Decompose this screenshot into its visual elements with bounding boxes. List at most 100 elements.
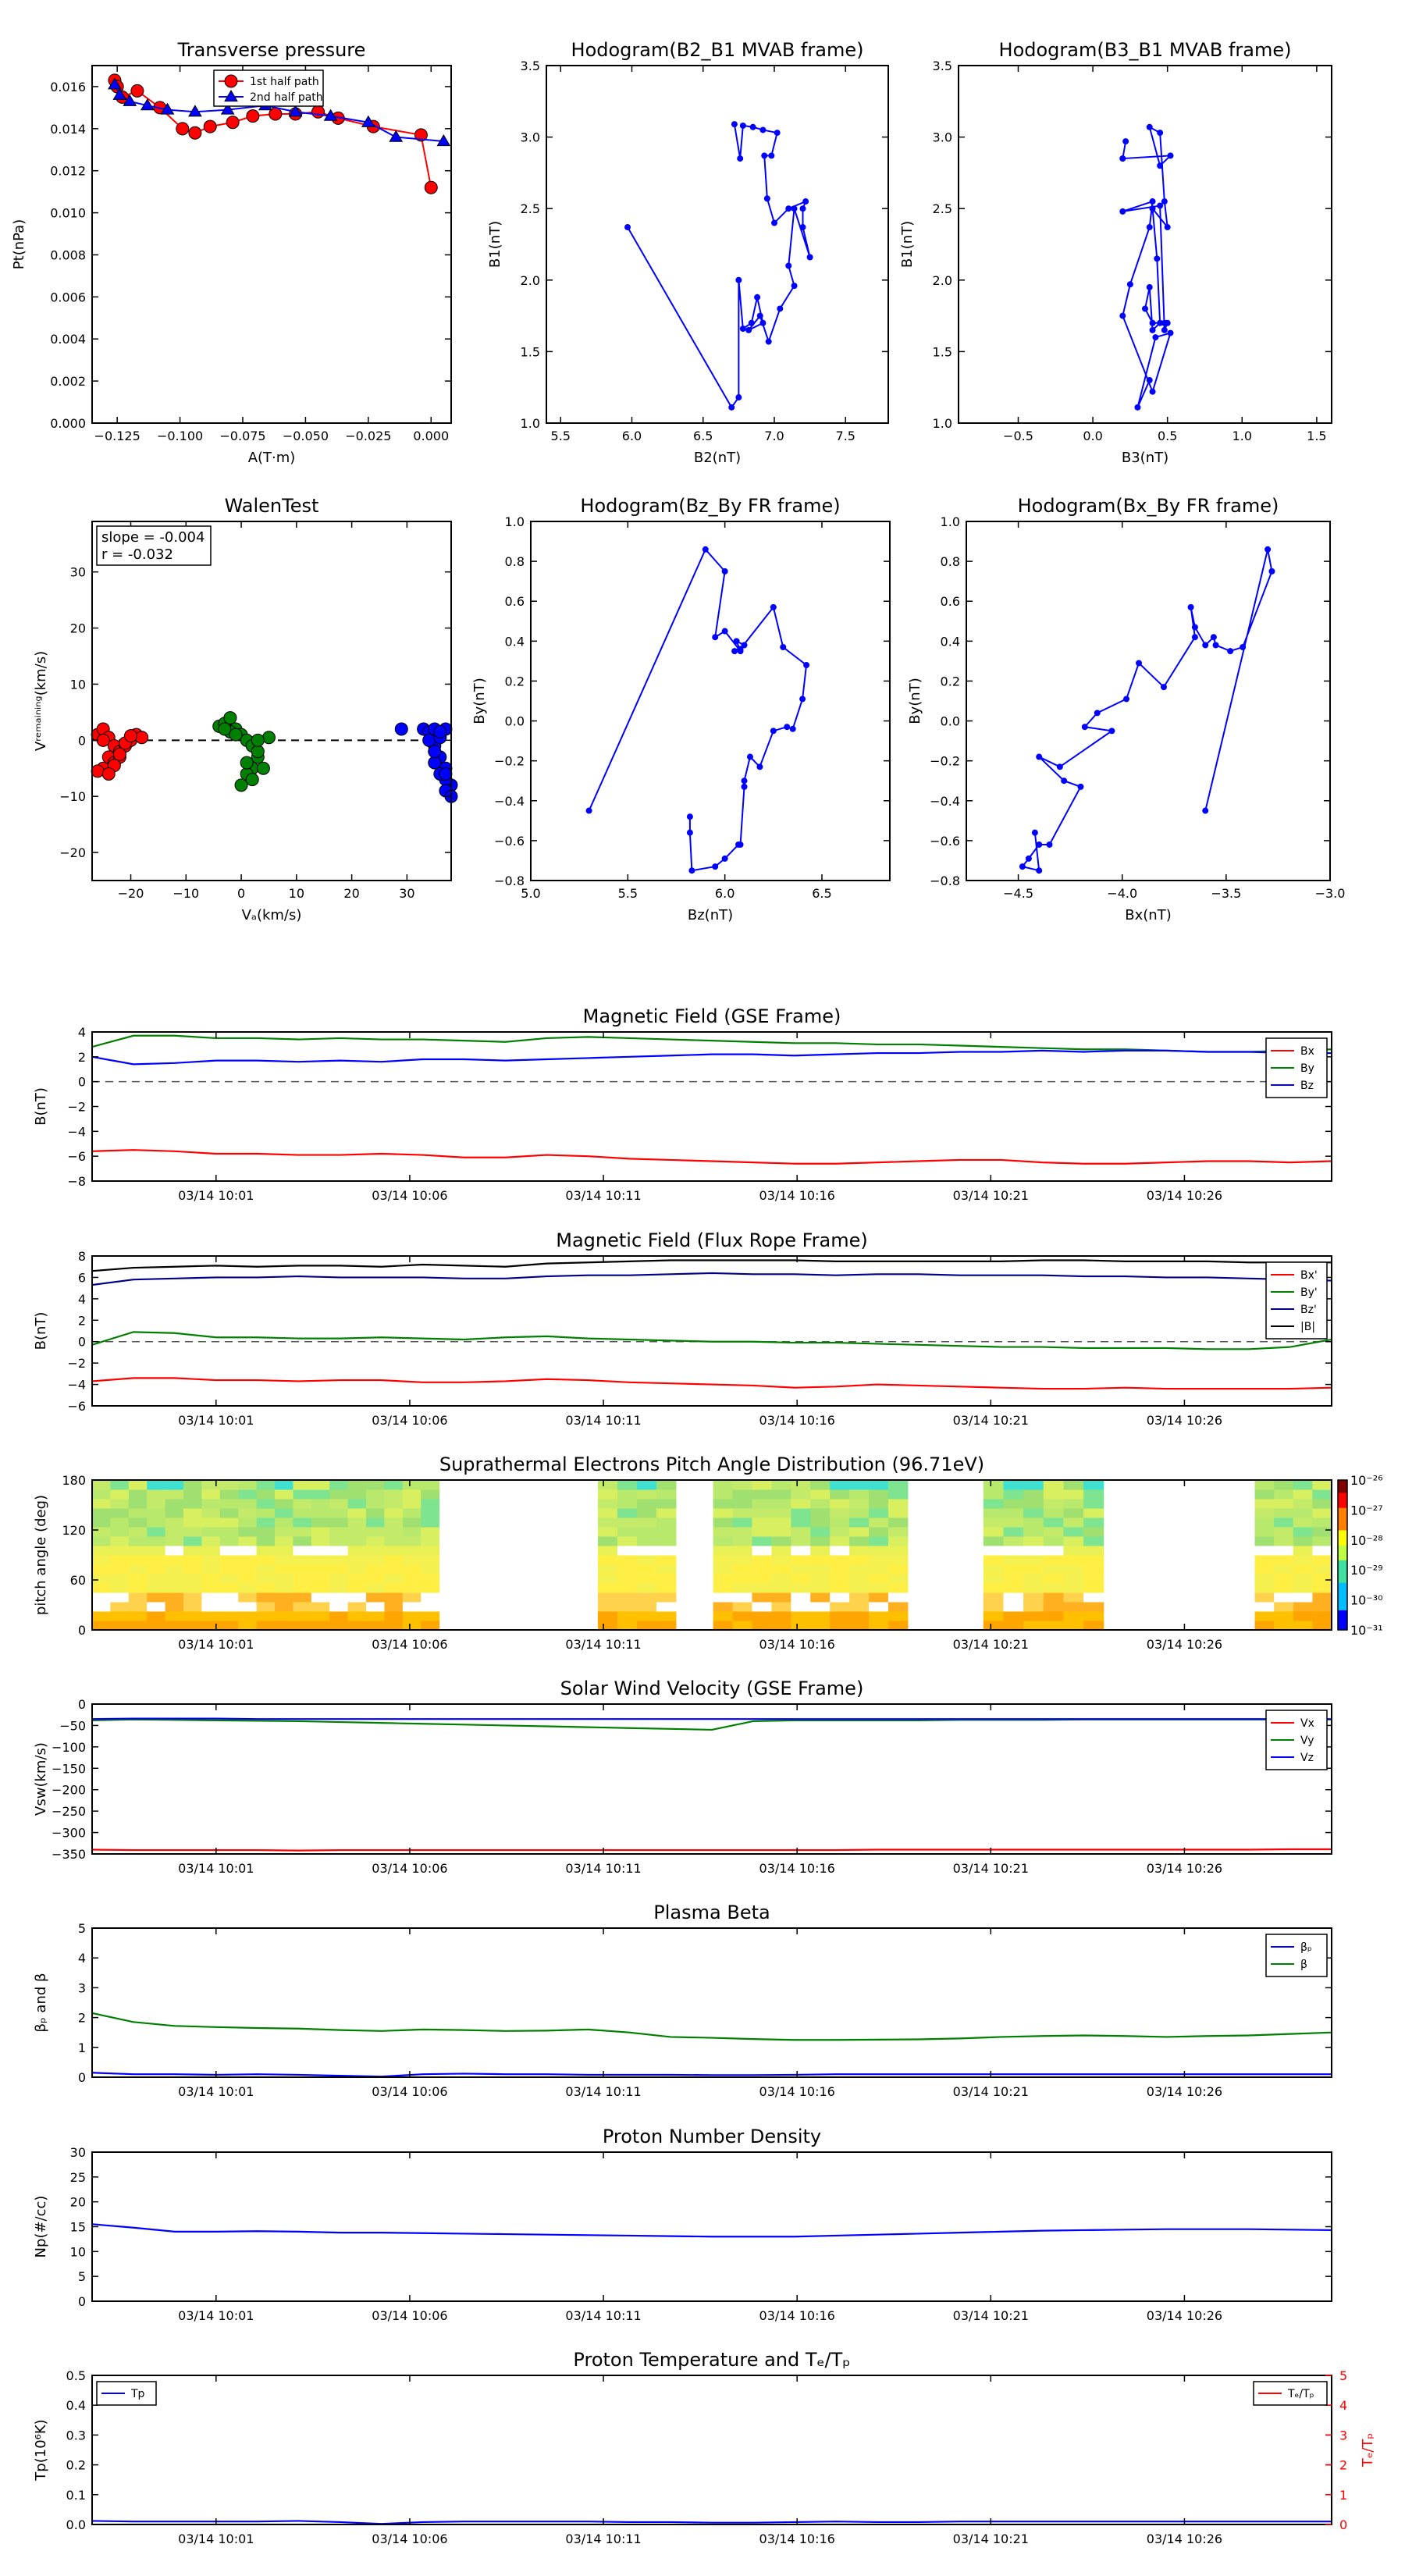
legend: Vx Vy Vz — [1265, 1710, 1328, 1770]
heatmap-cell — [1023, 1517, 1044, 1528]
heatmap-cell — [275, 1517, 293, 1528]
heatmap-cell — [656, 1546, 677, 1556]
heatmap-cell — [238, 1611, 258, 1621]
heatmap-cell — [256, 1546, 276, 1556]
y-tick-label: 0.5 — [66, 2368, 86, 2383]
heatmap-cell — [238, 1489, 258, 1500]
y-tick-label: 10 — [70, 677, 86, 692]
x-tick-label: −20 — [118, 886, 144, 901]
colorbar-segment — [1338, 1535, 1347, 1539]
data-point — [780, 644, 787, 650]
colorbar-segment — [1338, 1545, 1347, 1548]
legend-label: By — [1300, 1062, 1314, 1075]
data-point — [803, 662, 810, 668]
heatmap-cell — [311, 1592, 330, 1603]
data-point — [1164, 319, 1171, 326]
heatmap-cell — [275, 1489, 293, 1500]
data-point — [1046, 841, 1053, 848]
y-tick-label: 0.008 — [50, 247, 86, 262]
heatmap-cell — [636, 1621, 657, 1631]
y-tick-label: 20 — [70, 2195, 86, 2210]
heatmap-cell — [238, 1564, 258, 1574]
data-point — [1187, 603, 1194, 610]
data-point — [1108, 728, 1115, 735]
data-point — [1161, 198, 1168, 205]
legend-label: βₚ — [1300, 1941, 1312, 1954]
heatmap-cell — [366, 1527, 385, 1537]
heatmap-cell — [1023, 1592, 1044, 1603]
heatmap-cell — [791, 1592, 811, 1603]
plot-frame — [91, 521, 452, 881]
data-point — [1227, 648, 1234, 655]
heatmap-cell — [771, 1564, 791, 1574]
x-tick-label: 03/14 10:26 — [1147, 1413, 1222, 1428]
x-tick-label: 6.5 — [812, 886, 831, 901]
heatmap-cell — [402, 1489, 422, 1500]
heatmap-cell — [183, 1536, 202, 1546]
colorbar-tick-label: 10⁻²⁷ — [1350, 1503, 1383, 1517]
y-axis-label: B(nT) — [33, 1312, 49, 1350]
heatmap-cell — [384, 1508, 404, 1518]
heatmap-cell — [810, 1508, 831, 1518]
heatmap-cell — [887, 1489, 909, 1500]
colorbar-segment — [1338, 1507, 1347, 1510]
y-tick-label: −200 — [52, 1783, 86, 1798]
heatmap-cell — [771, 1583, 791, 1593]
heatmap-cell — [1063, 1527, 1084, 1537]
y-tick-label-right: 1 — [1339, 2488, 1347, 2503]
colorbar-segment — [1338, 1605, 1347, 1608]
heatmap-cell — [849, 1489, 870, 1500]
data-point — [728, 404, 735, 411]
data-point — [203, 119, 217, 133]
heatmap-cell — [1274, 1592, 1294, 1603]
plot-frame — [91, 1703, 1332, 1855]
y-tick-label: −2 — [67, 1356, 86, 1371]
heatmap-cell — [110, 1611, 130, 1621]
series-line-0 — [91, 2223, 1332, 2238]
heatmap-cell — [636, 1508, 657, 1518]
heatmap-cell — [347, 1592, 367, 1603]
heatmap-cell — [128, 1592, 148, 1603]
heatmap-cell — [293, 1489, 312, 1500]
heatmap-cell — [1293, 1555, 1313, 1565]
heatmap-cell — [1254, 1574, 1275, 1584]
heatmap-cell — [849, 1527, 870, 1537]
heatmap-cell — [256, 1527, 276, 1537]
colorbar-segment — [1338, 1599, 1347, 1603]
heatmap-cell — [1043, 1574, 1064, 1584]
heatmap-cell — [810, 1517, 831, 1528]
heatmap-cell — [1274, 1527, 1294, 1537]
data-point — [1146, 224, 1153, 231]
heatmap-cell — [771, 1602, 791, 1612]
heatmap-cell — [1023, 1480, 1044, 1490]
y-tick-label: −50 — [59, 1718, 86, 1733]
heatmap-cell — [1003, 1602, 1024, 1612]
colorbar-segment — [1338, 1627, 1347, 1631]
heatmap-cell — [1023, 1536, 1044, 1546]
heatmap-cell — [887, 1517, 909, 1528]
heatmap-cell — [165, 1611, 184, 1621]
y-tick-label: 0.4 — [505, 634, 525, 649]
heatmap-cell — [128, 1583, 148, 1593]
heatmap-cell — [366, 1480, 385, 1490]
series-2 — [394, 722, 458, 803]
heatmap-cell — [636, 1611, 657, 1621]
plot-area — [92, 1704, 1332, 1854]
heatmap-cell — [732, 1536, 752, 1546]
heatmap-cell — [887, 1499, 909, 1509]
y-tick-label: 5 — [78, 1921, 86, 1936]
heatmap-cell — [597, 1499, 618, 1509]
plot-area — [92, 521, 451, 881]
heatmap-cell — [1274, 1536, 1294, 1546]
chart-title: Magnetic Field (GSE Frame) — [583, 1005, 841, 1027]
y-axis-label: B1(nT) — [899, 221, 916, 268]
heatmap-cell — [402, 1611, 422, 1621]
heatmap-cell — [1023, 1621, 1044, 1631]
y-tick-label: 0.006 — [50, 290, 86, 304]
heatmap-cell — [329, 1517, 349, 1528]
heatmap-cell — [887, 1611, 909, 1621]
heatmap-cell — [1312, 1517, 1332, 1528]
heatmap-cell — [849, 1499, 870, 1509]
heatmap-cell — [311, 1489, 330, 1500]
heatmap-cell — [201, 1583, 221, 1593]
